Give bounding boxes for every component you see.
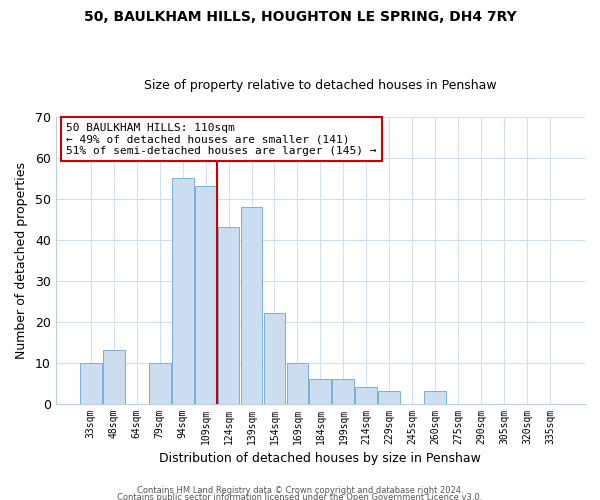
Text: Contains HM Land Registry data © Crown copyright and database right 2024.: Contains HM Land Registry data © Crown c… xyxy=(137,486,463,495)
Bar xyxy=(379,392,400,404)
Bar xyxy=(424,392,446,404)
Text: Contains public sector information licensed under the Open Government Licence v3: Contains public sector information licen… xyxy=(118,494,482,500)
Text: 50, BAULKHAM HILLS, HOUGHTON LE SPRING, DH4 7RY: 50, BAULKHAM HILLS, HOUGHTON LE SPRING, … xyxy=(83,10,517,24)
Bar xyxy=(355,387,377,404)
Bar xyxy=(172,178,194,404)
Y-axis label: Number of detached properties: Number of detached properties xyxy=(15,162,28,358)
Bar xyxy=(103,350,125,404)
Bar xyxy=(241,207,262,404)
X-axis label: Distribution of detached houses by size in Penshaw: Distribution of detached houses by size … xyxy=(160,452,481,465)
Bar xyxy=(80,362,101,404)
Bar xyxy=(149,362,170,404)
Bar xyxy=(310,379,331,404)
Title: Size of property relative to detached houses in Penshaw: Size of property relative to detached ho… xyxy=(144,79,497,92)
Text: 50 BAULKHAM HILLS: 110sqm
← 49% of detached houses are smaller (141)
51% of semi: 50 BAULKHAM HILLS: 110sqm ← 49% of detac… xyxy=(67,122,377,156)
Bar xyxy=(287,362,308,404)
Bar xyxy=(218,228,239,404)
Bar xyxy=(332,379,354,404)
Bar xyxy=(263,314,286,404)
Bar xyxy=(194,186,217,404)
